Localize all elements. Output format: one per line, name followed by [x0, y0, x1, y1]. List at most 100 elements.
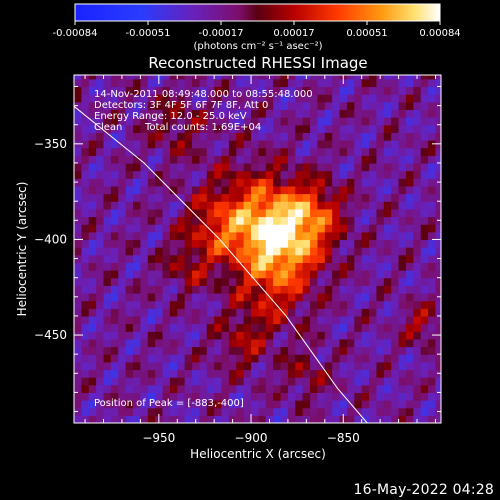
heatmap-cell [428, 270, 437, 279]
heatmap-cell [295, 224, 304, 233]
heatmap-cell [420, 323, 429, 332]
heatmap-cell [339, 101, 348, 111]
heatmap-cell [391, 361, 400, 371]
heatmap-cell [405, 315, 414, 325]
heatmap-cell [435, 384, 441, 394]
heatmap-cell [324, 338, 333, 348]
heatmap-cell [302, 101, 311, 111]
heatmap-cell [258, 315, 267, 325]
heatmap-cell [310, 147, 319, 156]
heatmap-cell [324, 185, 333, 195]
heatmap-cell [133, 231, 141, 241]
heatmap-cell [376, 354, 385, 363]
heatmap-cell [147, 117, 156, 126]
heatmap-cell [236, 193, 245, 202]
heatmap-cell [376, 377, 385, 386]
heatmap-cell [295, 300, 304, 309]
y-tick-label: −450 [34, 328, 67, 342]
heatmap-cell [376, 178, 385, 187]
heatmap-cell [376, 346, 385, 355]
heatmap-cell [324, 216, 333, 225]
heatmap-cell [133, 315, 141, 325]
heatmap-cell [140, 185, 149, 195]
heatmap-cell [88, 292, 97, 302]
heatmap-cell [192, 308, 201, 317]
heatmap-cell [199, 254, 208, 263]
heatmap-cell [155, 300, 164, 309]
colorbar-unit-label: (photons cm⁻² s⁻¹ asec⁻²) [193, 41, 322, 52]
heatmap-cell [214, 117, 223, 126]
heatmap-cell [346, 94, 355, 103]
heatmap-cell [391, 254, 400, 263]
heatmap-cell [280, 170, 289, 179]
heatmap-cell [273, 193, 282, 202]
heatmap-cell [74, 224, 82, 233]
heatmap-cell [310, 407, 319, 416]
heatmap-cell [236, 407, 245, 416]
heatmap-cell [420, 170, 429, 179]
heatmap-cell [81, 124, 90, 133]
heatmap-cell [192, 270, 201, 279]
heatmap-cell [258, 270, 267, 279]
heatmap-cell [221, 224, 230, 233]
heatmap-cell [251, 323, 260, 332]
heatmap-cell [398, 308, 407, 317]
heatmap-cell [361, 300, 370, 309]
heatmap-cell [383, 407, 392, 416]
heatmap-cell [413, 338, 422, 348]
heatmap-cell [118, 285, 127, 294]
heatmap-cell [221, 384, 230, 394]
heatmap-cell [228, 78, 237, 88]
heatmap-cell [162, 285, 171, 294]
heatmap-cell [413, 117, 422, 126]
heatmap-cell [287, 407, 296, 416]
heatmap-cell [155, 162, 164, 172]
heatmap-cell [88, 415, 97, 423]
heatmap-cell [273, 86, 282, 95]
heatmap-cell [236, 354, 245, 363]
heatmap-cell [324, 384, 333, 394]
heatmap-cell [251, 193, 260, 202]
heatmap-cell [110, 216, 119, 225]
heatmap-cell [147, 331, 156, 340]
heatmap-cell [133, 124, 141, 133]
heatmap-cell [361, 377, 370, 386]
heatmap-cell [221, 117, 230, 126]
heatmap-cell [361, 185, 370, 195]
heatmap-cell [258, 170, 267, 179]
heatmap-cell [177, 247, 186, 256]
heatmap-cell [162, 86, 171, 95]
heatmap-cell [273, 361, 282, 371]
heatmap-cell [324, 117, 333, 126]
heatmap-cell [228, 86, 237, 95]
heatmap-cell [317, 117, 326, 126]
heatmap-cell [88, 216, 97, 225]
heatmap-cell [81, 407, 90, 416]
heatmap-cell [199, 392, 208, 401]
heatmap-cell [332, 132, 341, 141]
heatmap-cell [428, 109, 437, 118]
heatmap-cell [265, 208, 274, 218]
heatmap-cell [251, 132, 260, 141]
heatmap-cell [74, 361, 82, 371]
heatmap-cell [361, 132, 370, 141]
heatmap-cell [81, 262, 90, 271]
heatmap-cell [339, 185, 348, 195]
heatmap-cell [405, 170, 414, 179]
heatmap-cell [147, 216, 156, 225]
heatmap-cell [310, 75, 319, 80]
heatmap-cell [398, 415, 407, 423]
heatmap-cell [310, 331, 319, 340]
heatmap-cell [280, 247, 289, 256]
heatmap-cell [361, 247, 370, 256]
heatmap-cell [435, 400, 441, 409]
heatmap-cell [273, 185, 282, 195]
heatmap-cell [236, 346, 245, 355]
heatmap-cell [258, 338, 267, 348]
heatmap-cell [74, 201, 82, 210]
heatmap-cell [228, 239, 237, 248]
heatmap-cell [398, 86, 407, 95]
heatmap-cell [243, 147, 252, 156]
heatmap-cell [258, 178, 267, 187]
heatmap-cell [420, 415, 429, 423]
